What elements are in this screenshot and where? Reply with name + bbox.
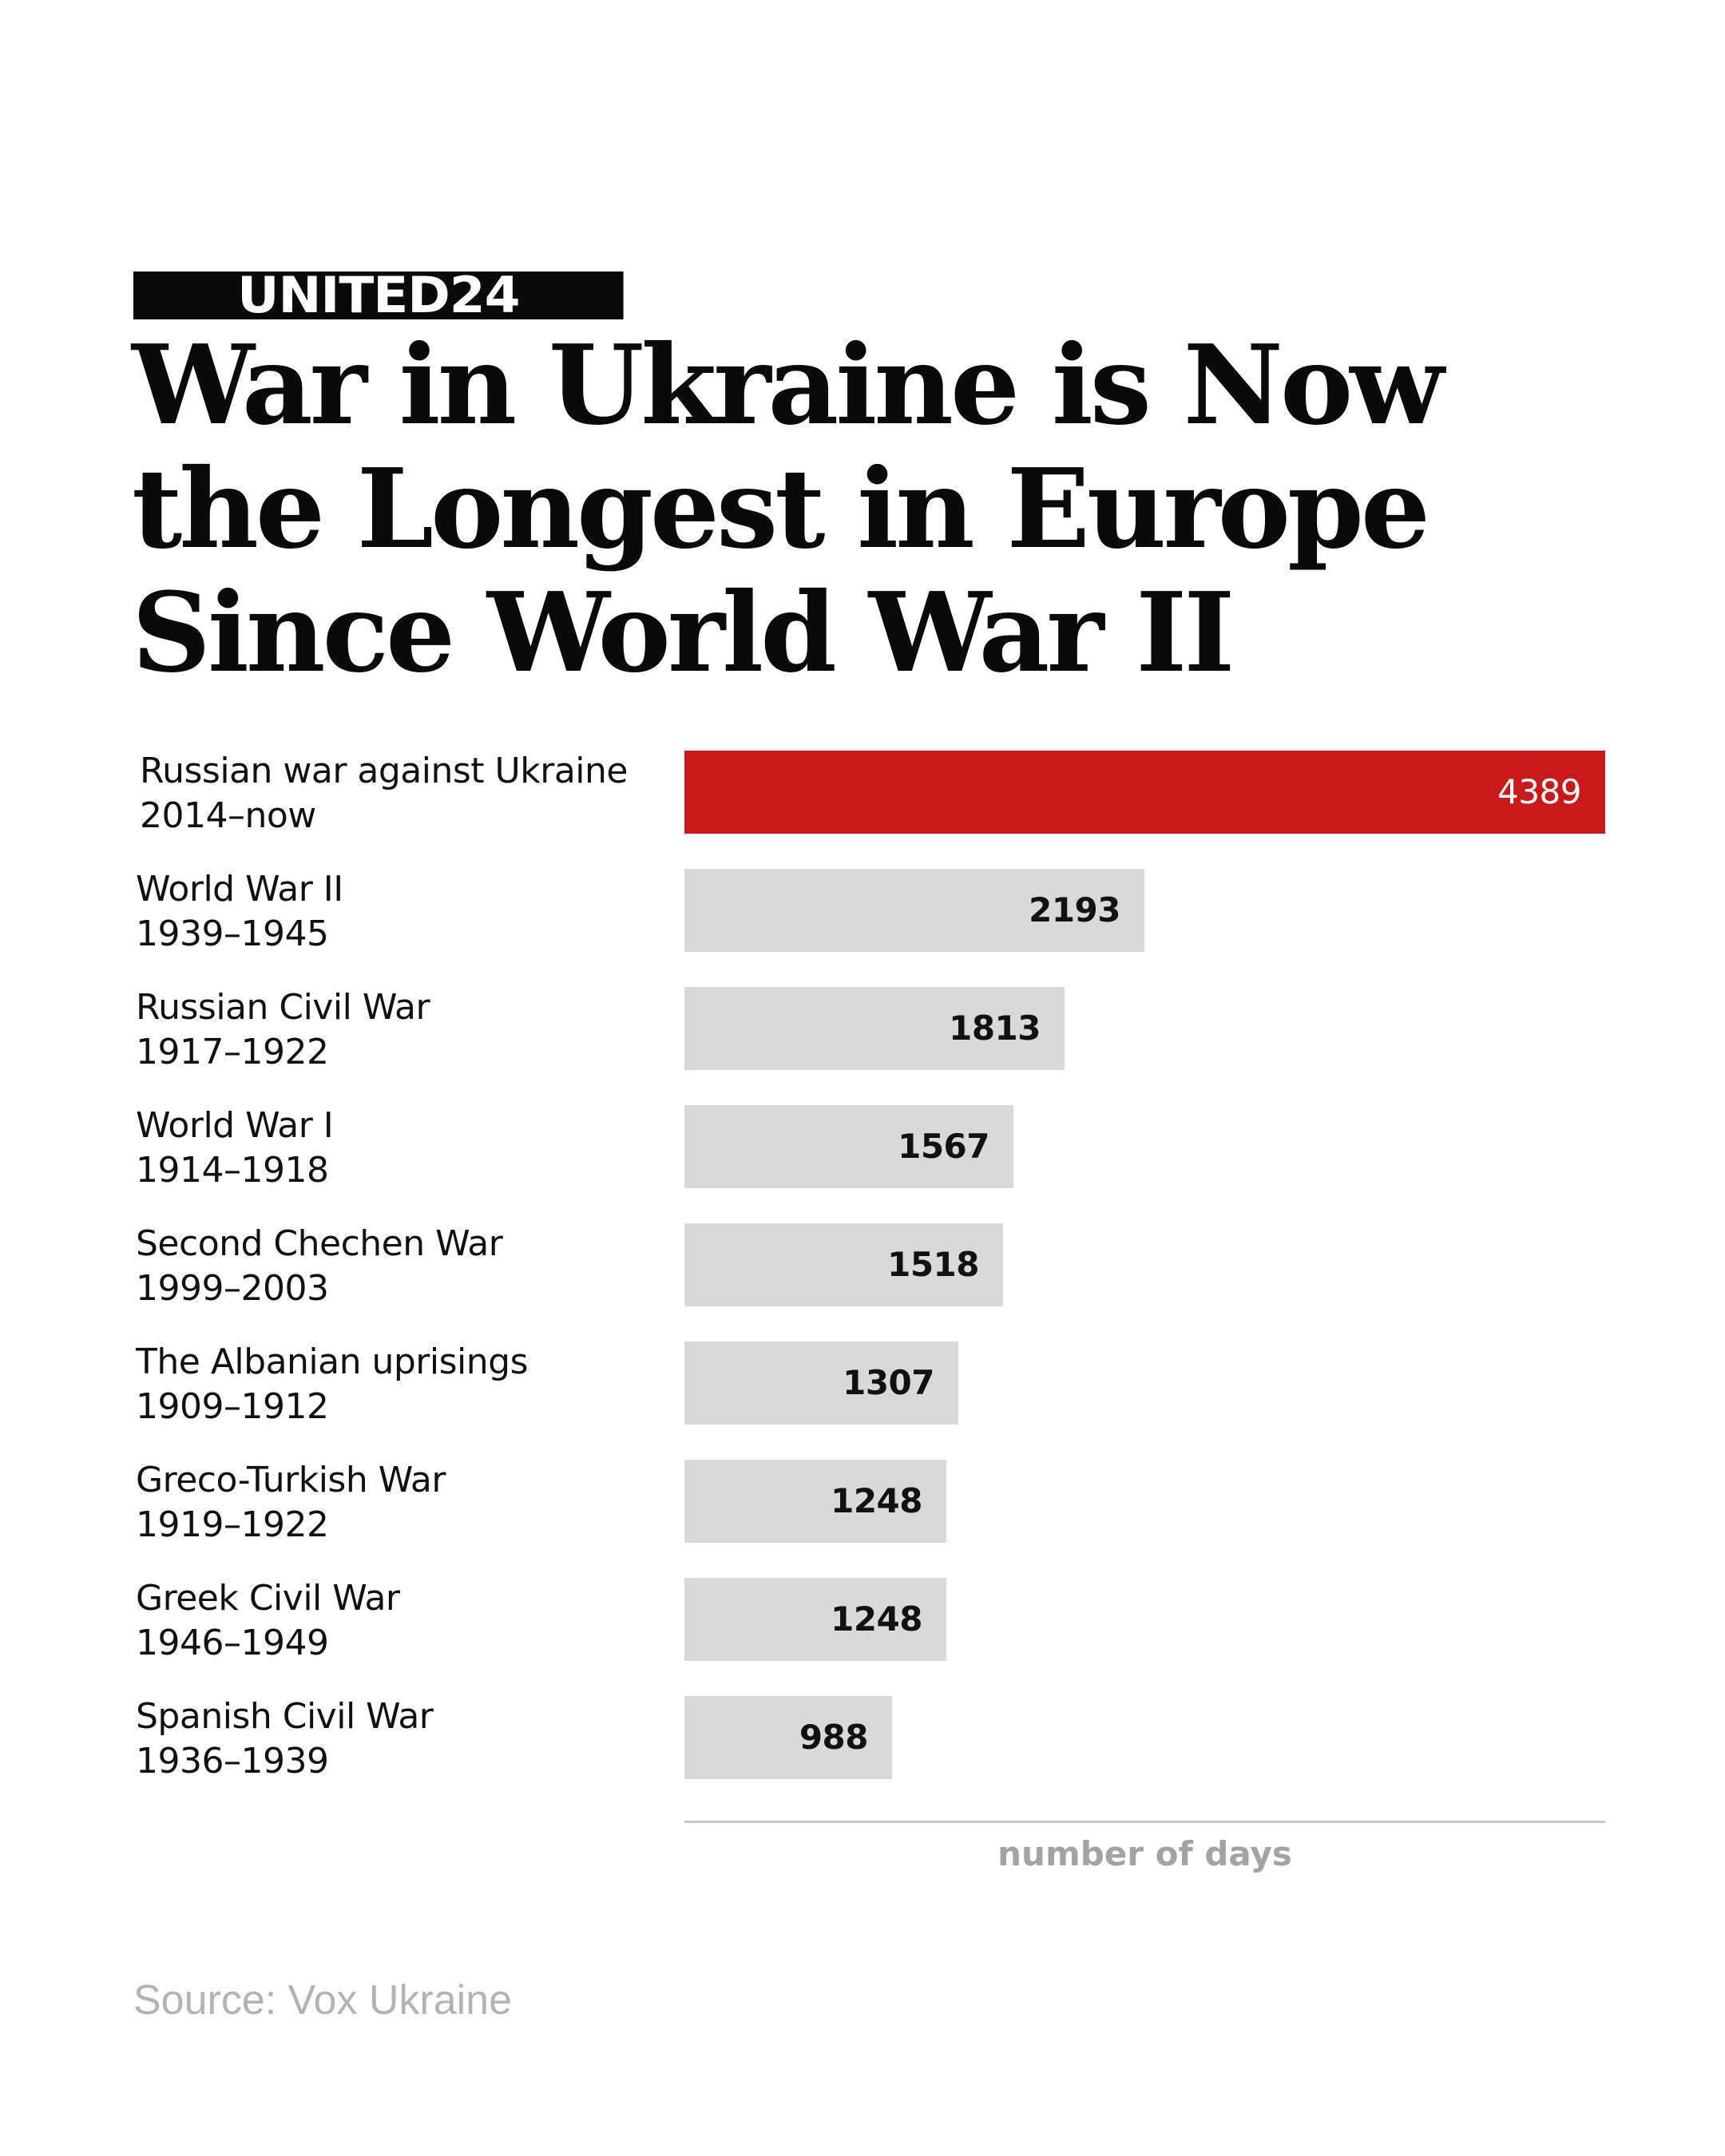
category-period: 1909–1912	[136, 1386, 329, 1427]
bar: 1248	[684, 1460, 946, 1543]
bar: 1248	[684, 1578, 946, 1661]
bar-value-label: 1248	[831, 1599, 922, 1639]
bar-value-label: 1518	[887, 1245, 979, 1284]
chart-title: War in Ukraine is Now the Longest in Eur…	[132, 321, 1444, 697]
bar-value-label: 1248	[831, 1481, 922, 1520]
category-label: Second Chechen War 1999–2003	[136, 1222, 679, 1311]
category-label: Russian Civil War 1917–1922	[136, 985, 679, 1075]
source-note: Source: Vox Ukraine	[133, 1977, 513, 2023]
category-period: 2014–now	[140, 795, 316, 836]
bar-value-label: 1307	[843, 1363, 934, 1402]
category-name: The Albanian uprisings	[136, 1342, 529, 1382]
category-name: Greek Civil War	[136, 1578, 400, 1619]
category-name: World War II	[136, 869, 343, 910]
category-name: Spanish Civil War	[136, 1696, 434, 1737]
bar: 988	[684, 1696, 892, 1779]
category-label: World War I 1914–1918	[136, 1104, 679, 1193]
united24-logo: UNITED24	[133, 271, 624, 319]
x-axis-label: number of days	[997, 1834, 1292, 1873]
bar-value-label: 988	[799, 1718, 869, 1757]
category-period: 1914–1918	[136, 1150, 329, 1191]
category-name: Greco-Turkish War	[136, 1460, 446, 1500]
category-period: 1939–1945	[136, 914, 329, 954]
category-name: Russian war against Ukraine	[140, 751, 628, 791]
bar-value-label: 2193	[1029, 890, 1120, 929]
bar-value-label: 1813	[949, 1009, 1041, 1048]
bar: 1307	[684, 1342, 958, 1425]
bar: 1567	[684, 1105, 1013, 1188]
category-period: 1946–1949	[136, 1623, 329, 1663]
category-label: World War II 1939–1945	[136, 867, 679, 957]
bar: 1813	[684, 987, 1065, 1070]
bar: 2193	[684, 869, 1144, 952]
category-period: 1936–1939	[136, 1741, 329, 1781]
category-name: World War I	[136, 1105, 334, 1146]
category-label: Russian war against Ukraine 2014–now	[140, 749, 683, 838]
category-name: Second Chechen War	[136, 1223, 503, 1264]
category-name: Russian Civil War	[136, 987, 430, 1028]
bar-value-label: 1567	[898, 1127, 989, 1166]
category-label: Spanish Civil War 1936–1939	[136, 1694, 679, 1784]
category-label: Greco-Turkish War 1919–1922	[136, 1458, 679, 1548]
bar: 1518	[684, 1223, 1003, 1306]
bar-highlight: 4389	[684, 751, 1605, 834]
category-label: Greek Civil War 1946–1949	[136, 1576, 679, 1666]
x-axis-line	[684, 1821, 1605, 1823]
category-period: 1999–2003	[136, 1268, 329, 1309]
category-period: 1919–1922	[136, 1504, 329, 1545]
category-label: The Albanian uprisings 1909–1912	[136, 1340, 679, 1429]
bar-value-label: 4389	[1497, 772, 1581, 811]
category-period: 1917–1922	[136, 1032, 329, 1072]
